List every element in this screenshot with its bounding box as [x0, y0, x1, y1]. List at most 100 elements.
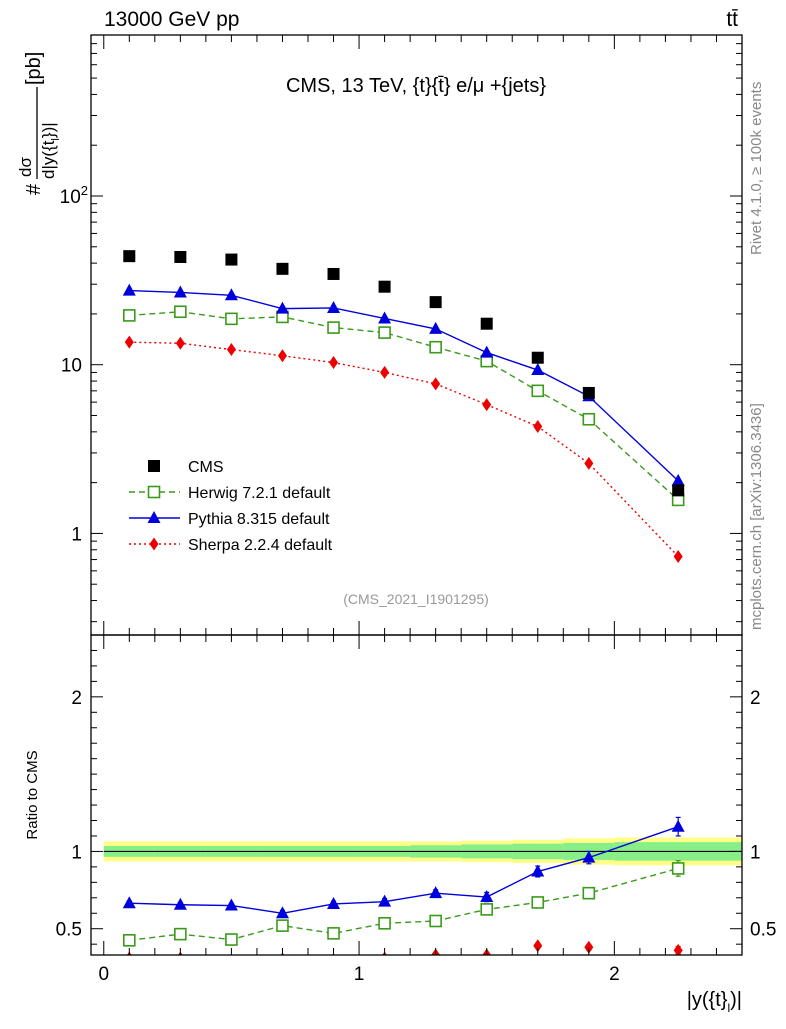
cms-point	[225, 253, 238, 266]
sherpa-point	[380, 365, 390, 379]
ratio-herwig-point	[225, 933, 238, 946]
ratio-y-tick-label-right: 0.5	[750, 920, 776, 941]
main-x-ticks	[103, 35, 743, 635]
ratio-pythia-point	[671, 819, 685, 832]
pythia-point	[378, 311, 392, 324]
header-process-label: tt̄	[726, 8, 738, 31]
legend-item-sherpa: Sherpa 2.2.4 default	[129, 537, 333, 554]
legend-label: Sherpa 2.2.4 default	[188, 537, 333, 554]
ratio-y-tick-label: 0.5	[56, 920, 82, 941]
sherpa-point	[482, 398, 492, 412]
ratio-series-herwig	[122, 860, 685, 947]
pythia-point	[671, 473, 685, 486]
ratio-y-tick-label-right: 2	[750, 688, 761, 709]
x-tick-label: 2	[609, 964, 620, 985]
ratio-panel-frame	[90, 634, 743, 956]
legend-item-pythia: Pythia 8.315 default	[129, 511, 330, 528]
ratio-sherpa-point	[231, 954, 232, 955]
ratio-series-pythia	[122, 816, 685, 919]
x-label-main: |y({t}	[687, 989, 728, 1011]
ratio-herwig-point	[276, 919, 289, 932]
herwig-line	[129, 311, 679, 501]
ratio-pythia-point	[531, 864, 545, 877]
sherpa-point	[533, 420, 543, 434]
ratio-series-sherpa	[126, 939, 683, 955]
ratio-y-tick-label: 2	[71, 688, 82, 709]
legend-marker	[148, 460, 160, 472]
ratio-x-tick-labels: 0 1 2	[98, 964, 619, 985]
series-herwig	[122, 305, 685, 507]
ratio-pythia-point	[480, 890, 494, 903]
main-y-tick-labels: 1 10 102	[60, 183, 88, 545]
sherpa-point	[431, 377, 441, 391]
analysis-watermark: (CMS_2021_I1901295)	[343, 591, 489, 607]
legend-label: Herwig 7.2.1 default	[188, 485, 331, 502]
ratio-herwig-point	[531, 896, 545, 909]
ratio-pythia-point	[429, 886, 443, 899]
chart-title: CMS, 13 TeV, {t}{t̄} e/μ +{jets}	[286, 75, 546, 97]
main-y-ticks	[91, 34, 742, 623]
herwig-point	[378, 326, 391, 339]
sherpa-point	[329, 356, 339, 370]
x-label-end: )|	[730, 989, 742, 1011]
legend-marker	[149, 537, 159, 551]
sherpa-point	[175, 336, 185, 350]
ratio-herwig-line	[129, 867, 679, 942]
cms-point	[429, 296, 442, 309]
ratio-y-ticks	[91, 649, 742, 945]
herwig-point	[582, 412, 596, 426]
pythia-point	[173, 285, 187, 298]
ratio-pythia-point	[173, 897, 187, 910]
cms-point	[174, 250, 187, 263]
ratio-herwig-point	[378, 917, 391, 930]
herwig-point	[225, 312, 238, 326]
ratio-y-tick-label-right: 1	[750, 842, 761, 863]
ratio-herwig-point	[480, 903, 494, 916]
ratio-pythia-point	[582, 850, 596, 863]
pythia-point	[531, 363, 545, 376]
sherpa-point	[584, 456, 594, 470]
y-label-den-sub: l	[50, 138, 62, 140]
ratio-pythia-point	[224, 898, 238, 911]
y-label-unit: [pb]	[23, 52, 45, 85]
rivet-version-label: Rivet 4.1.0, ≥ 100k events	[748, 82, 765, 255]
x-axis-label: |y({t}l)|	[687, 989, 742, 1015]
ratio-sherpa-point	[533, 939, 543, 953]
herwig-point	[327, 321, 340, 334]
sherpa-point	[226, 343, 236, 357]
pythia-point	[429, 321, 443, 334]
cms-point	[327, 267, 340, 280]
y-label-den-main: d|y({t	[39, 140, 58, 179]
ratio-pythia-point	[327, 896, 341, 909]
sherpa-point	[124, 335, 134, 349]
ratio-herwig-point	[429, 914, 442, 928]
herwig-point	[429, 340, 442, 354]
herwig-point	[174, 305, 187, 319]
ratio-pythia-point	[275, 906, 289, 919]
x-label-sub: l	[727, 1001, 730, 1015]
header-energy-label: 13000 GeV pp	[104, 8, 239, 31]
main-y-tick-label: 10	[61, 356, 82, 377]
cms-point	[276, 262, 289, 275]
ratio-herwig-point	[174, 927, 187, 941]
pythia-point	[122, 283, 136, 296]
main-y-tick-label: 102	[60, 183, 88, 208]
y-label-denominator: d|y({tl})|	[39, 122, 62, 179]
ratio-y-tick-labels: 0.5 0.5 1 1 2 2	[56, 688, 777, 941]
x-tick-label: 1	[354, 964, 365, 985]
y-label-hash: #	[23, 183, 45, 195]
legend-label: Pythia 8.315 default	[188, 511, 330, 528]
legend-item-herwig: Herwig 7.2.1 default	[129, 485, 331, 502]
main-y-tick-label: 1	[71, 524, 82, 545]
x-tick-label: 0	[98, 964, 109, 985]
legend-marker	[147, 511, 161, 523]
ratio-series	[122, 816, 685, 955]
ratio-y-tick-label: 1	[71, 842, 82, 863]
ratio-herwig-point	[582, 886, 596, 900]
ratio-sherpa-point	[584, 940, 594, 954]
series-cms	[123, 250, 685, 497]
legend-marker	[147, 485, 161, 499]
